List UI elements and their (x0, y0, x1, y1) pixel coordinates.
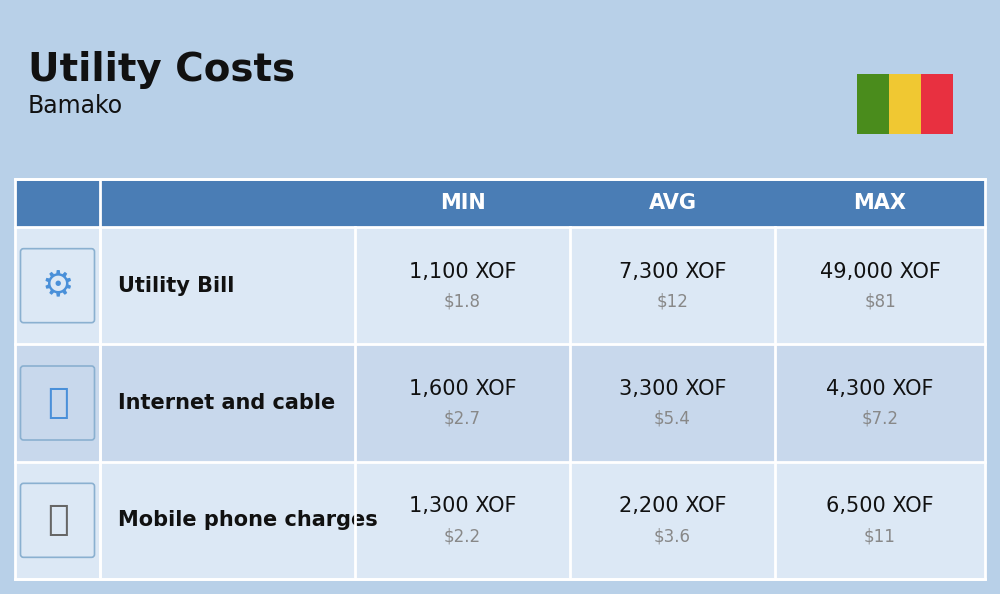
Text: 6,500 XOF: 6,500 XOF (826, 497, 934, 516)
Text: ⚙: ⚙ (41, 268, 74, 303)
Text: $81: $81 (864, 293, 896, 311)
Text: Utility Bill: Utility Bill (118, 276, 234, 296)
Bar (15, 345, 985, 462)
Bar (889, 74, 921, 134)
Bar (15, 462, 985, 579)
Text: 7,300 XOF: 7,300 XOF (619, 262, 726, 282)
Text: MIN: MIN (440, 193, 485, 213)
Text: $5.4: $5.4 (654, 410, 691, 428)
Bar (15, 227, 985, 345)
Text: 1,600 XOF: 1,600 XOF (409, 379, 516, 399)
Text: $12: $12 (657, 293, 688, 311)
FancyBboxPatch shape (20, 484, 94, 557)
FancyBboxPatch shape (20, 366, 94, 440)
Text: $3.6: $3.6 (654, 527, 691, 545)
Bar (857, 74, 889, 134)
Text: $11: $11 (864, 527, 896, 545)
Bar (15, 179, 985, 579)
Text: Internet and cable: Internet and cable (118, 393, 335, 413)
Text: $7.2: $7.2 (862, 410, 898, 428)
Bar (921, 74, 953, 134)
Text: 1,100 XOF: 1,100 XOF (409, 262, 516, 282)
Text: 4,300 XOF: 4,300 XOF (826, 379, 934, 399)
Text: 49,000 XOF: 49,000 XOF (820, 262, 940, 282)
Text: $1.8: $1.8 (444, 293, 481, 311)
Text: Bamako: Bamako (28, 94, 123, 118)
FancyBboxPatch shape (20, 249, 94, 323)
Text: 📱: 📱 (47, 503, 68, 538)
Text: AVG: AVG (648, 193, 696, 213)
Text: 2,200 XOF: 2,200 XOF (619, 497, 726, 516)
Text: $2.2: $2.2 (444, 527, 481, 545)
Text: Mobile phone charges: Mobile phone charges (118, 510, 378, 530)
Bar (15, 179, 985, 227)
Text: 1,300 XOF: 1,300 XOF (409, 497, 516, 516)
Text: 📡: 📡 (47, 386, 68, 420)
Text: Utility Costs: Utility Costs (28, 51, 295, 89)
Text: MAX: MAX (854, 193, 906, 213)
Text: $2.7: $2.7 (444, 410, 481, 428)
Text: 3,300 XOF: 3,300 XOF (619, 379, 726, 399)
